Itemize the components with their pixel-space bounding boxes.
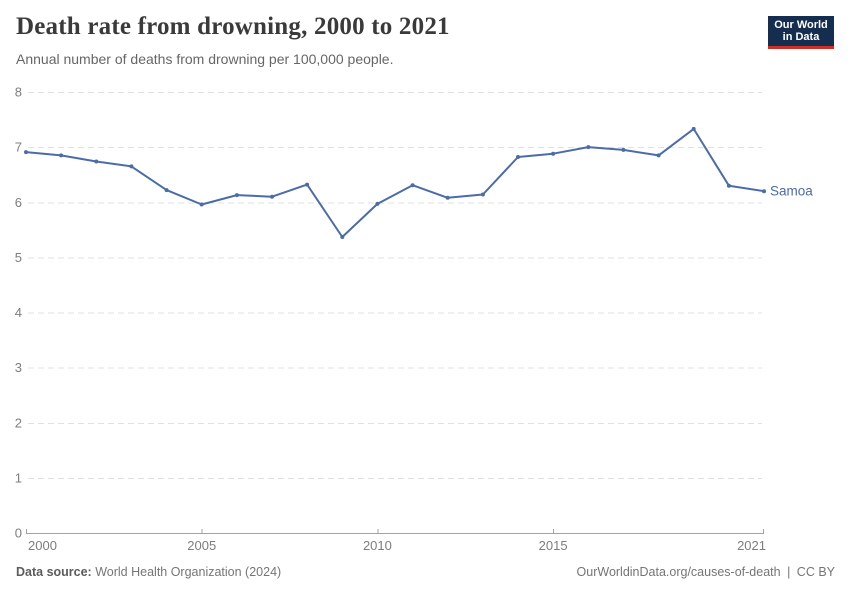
data-point <box>340 235 345 239</box>
x-axis-tick-label: 2000 <box>28 538 57 553</box>
page-title: Death rate from drowning, 2000 to 2021 <box>16 13 450 40</box>
footer-credit: OurWorldinData.org/causes-of-death | CC … <box>574 565 835 579</box>
owid-logo[interactable]: Our World in Data <box>768 16 834 49</box>
x-axis-tick-label: 2015 <box>539 538 568 553</box>
data-line-samoa[interactable] <box>25 127 765 238</box>
x-axis-tick-label: 2005 <box>187 538 216 553</box>
data-point <box>234 193 239 198</box>
owid-logo-line1: Our World <box>774 19 828 31</box>
x-axis-tick-label: 2021 <box>737 538 766 553</box>
data-point <box>410 183 415 188</box>
y-axis-tick-label: 4 <box>15 305 22 320</box>
data-point <box>305 182 310 187</box>
data-point <box>199 202 204 207</box>
owid-url-link[interactable]: OurWorldinData.org/causes-of-death <box>576 565 781 579</box>
data-point <box>129 164 134 169</box>
data-point <box>164 188 169 193</box>
y-axis-tick-label: 0 <box>15 526 22 541</box>
data-point <box>24 150 28 155</box>
data-point <box>691 126 696 131</box>
y-axis-tick-label: 7 <box>15 140 22 155</box>
y-axis-tick-label: 6 <box>15 195 22 210</box>
chart-subtitle: Annual number of deaths from drowning pe… <box>16 51 394 67</box>
data-point <box>375 201 380 206</box>
data-source: Data source: World Health Organization (… <box>16 565 281 579</box>
y-axis-tick-label: 8 <box>15 85 22 100</box>
data-point <box>59 153 64 158</box>
y-axis-tick-label: 2 <box>15 415 22 430</box>
data-point <box>270 194 274 199</box>
owid-logo-line2: in Data <box>782 31 820 43</box>
data-point <box>94 159 99 164</box>
y-axis-tick-label: 3 <box>15 360 22 375</box>
data-point <box>656 153 661 158</box>
data-point <box>586 145 591 150</box>
data-point <box>762 189 766 194</box>
license-label: CC BY <box>796 565 835 579</box>
data-point <box>445 195 450 200</box>
x-axis-tick-label: 2010 <box>363 538 392 553</box>
data-source-label: Data source: <box>16 565 92 579</box>
data-source-value: World Health Organization (2024) <box>95 565 282 579</box>
data-point <box>551 151 556 156</box>
footer-separator: | <box>787 565 791 579</box>
data-point <box>726 183 731 188</box>
y-axis-tick-label: 5 <box>15 250 22 265</box>
entity-label-samoa[interactable]: Samoa <box>770 184 813 199</box>
data-point <box>621 147 626 152</box>
chart-footer: Data source: World Health Organization (… <box>16 565 835 579</box>
data-point <box>480 192 485 197</box>
data-point <box>516 155 520 159</box>
y-axis-tick-label: 1 <box>15 470 22 485</box>
